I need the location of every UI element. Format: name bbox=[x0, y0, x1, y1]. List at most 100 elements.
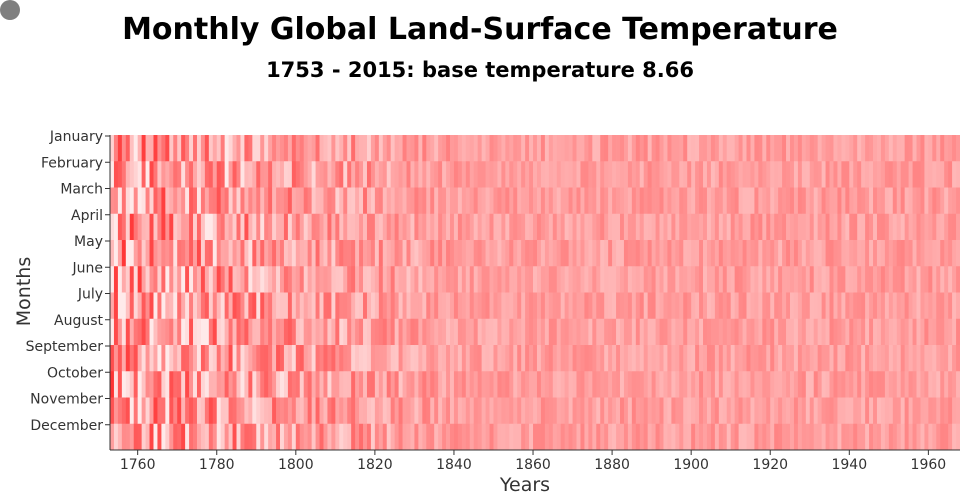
heatmap-cell bbox=[181, 371, 186, 398]
heatmap-cell bbox=[481, 135, 486, 162]
heatmap-cell bbox=[956, 135, 960, 162]
heatmap-cell bbox=[442, 371, 447, 398]
heatmap-cell bbox=[920, 345, 925, 372]
heatmap-cell bbox=[758, 371, 763, 398]
heatmap-cell bbox=[833, 135, 838, 162]
heatmap-cell bbox=[758, 161, 763, 188]
heatmap-cell bbox=[533, 345, 538, 372]
heatmap-cell bbox=[161, 266, 166, 293]
heatmap-cell bbox=[493, 371, 498, 398]
heatmap-cell bbox=[876, 292, 882, 320]
heatmap-cell bbox=[117, 397, 123, 425]
heatmap-cell bbox=[944, 266, 949, 293]
heatmap-cell bbox=[568, 187, 573, 215]
heatmap-cell bbox=[892, 318, 898, 346]
heatmap-cell bbox=[616, 135, 621, 162]
heatmap-cell bbox=[667, 161, 672, 188]
heatmap-cell bbox=[817, 423, 823, 451]
heatmap-cell bbox=[465, 266, 471, 293]
heatmap-cell bbox=[307, 345, 313, 372]
heatmap-cell bbox=[663, 371, 668, 398]
heatmap-cell bbox=[805, 423, 811, 451]
heatmap-cell bbox=[714, 397, 720, 425]
heatmap-cell bbox=[876, 266, 882, 293]
heatmap-cell bbox=[185, 266, 190, 293]
heatmap-cell bbox=[137, 240, 143, 267]
heatmap-cell bbox=[671, 266, 676, 293]
heatmap-cell bbox=[244, 292, 249, 320]
heatmap-cell bbox=[493, 135, 498, 162]
heatmap-cell bbox=[319, 292, 324, 320]
heatmap-cell bbox=[556, 345, 562, 372]
heatmap-cell bbox=[339, 135, 344, 162]
heatmap-cell bbox=[884, 187, 890, 215]
heatmap-cell bbox=[446, 371, 451, 398]
heatmap-cell bbox=[303, 345, 309, 372]
heatmap-cell bbox=[165, 345, 170, 372]
heatmap-cell bbox=[339, 213, 344, 241]
heatmap-cell bbox=[833, 292, 838, 320]
heatmap-cell bbox=[513, 371, 518, 398]
heatmap-cell bbox=[382, 371, 388, 398]
heatmap-cell bbox=[825, 213, 830, 241]
heatmap-cell bbox=[845, 345, 850, 372]
heatmap-cell bbox=[825, 135, 830, 162]
heatmap-cell bbox=[620, 397, 625, 425]
heatmap-cell bbox=[489, 397, 494, 425]
heatmap-cell bbox=[782, 187, 787, 215]
heatmap-cell bbox=[173, 240, 178, 267]
heatmap-cell bbox=[572, 135, 577, 162]
heatmap-cell bbox=[256, 135, 261, 162]
heatmap-cell bbox=[426, 135, 431, 162]
heatmap-cell bbox=[892, 240, 898, 267]
heatmap-cell bbox=[703, 318, 708, 346]
heatmap-cell bbox=[869, 292, 874, 320]
heatmap-cell bbox=[450, 423, 455, 451]
heatmap-cell bbox=[422, 371, 427, 398]
heatmap-cell bbox=[145, 135, 150, 162]
heatmap-cell bbox=[647, 266, 653, 293]
heatmap-cell bbox=[560, 161, 566, 188]
heatmap-cell bbox=[845, 161, 850, 188]
heatmap-cell bbox=[809, 213, 815, 241]
heatmap-cell bbox=[450, 292, 455, 320]
heatmap-cell bbox=[643, 292, 649, 320]
heatmap-cell bbox=[204, 292, 210, 320]
heatmap-cell bbox=[805, 318, 811, 346]
heatmap-cell bbox=[481, 240, 486, 267]
heatmap-cell bbox=[904, 213, 909, 241]
heatmap-cell bbox=[121, 292, 127, 320]
heatmap-cell bbox=[813, 345, 819, 372]
heatmap-cell bbox=[865, 397, 870, 425]
heatmap-cell bbox=[833, 371, 838, 398]
heatmap-cell bbox=[687, 371, 692, 398]
heatmap-cell bbox=[730, 187, 736, 215]
heatmap-cell bbox=[359, 397, 364, 425]
heatmap-cell bbox=[145, 371, 150, 398]
heatmap-cell bbox=[457, 345, 463, 372]
heatmap-cell bbox=[782, 161, 787, 188]
heatmap-cell bbox=[121, 135, 127, 162]
heatmap-cell bbox=[888, 397, 894, 425]
heatmap-cell bbox=[509, 318, 514, 346]
heatmap-cell bbox=[663, 135, 668, 162]
heatmap-cell bbox=[196, 397, 202, 425]
heatmap-cell bbox=[639, 213, 645, 241]
heatmap-cell bbox=[422, 318, 427, 346]
heatmap-cell bbox=[809, 423, 815, 451]
heatmap-cell bbox=[706, 345, 712, 372]
heatmap-cell bbox=[450, 161, 455, 188]
heatmap-cell bbox=[703, 187, 708, 215]
heatmap-cell bbox=[181, 266, 186, 293]
heatmap-cell bbox=[497, 397, 502, 425]
heatmap-cell bbox=[718, 135, 724, 162]
heatmap-cell bbox=[896, 397, 902, 425]
heatmap-cell bbox=[560, 318, 566, 346]
heatmap-cell bbox=[956, 187, 960, 215]
heatmap-cell bbox=[374, 161, 380, 188]
heatmap-cell bbox=[944, 292, 949, 320]
heatmap-cell bbox=[398, 240, 403, 267]
heatmap-cell bbox=[659, 292, 664, 320]
heatmap-cell bbox=[952, 371, 957, 398]
heatmap-cell bbox=[220, 397, 226, 425]
